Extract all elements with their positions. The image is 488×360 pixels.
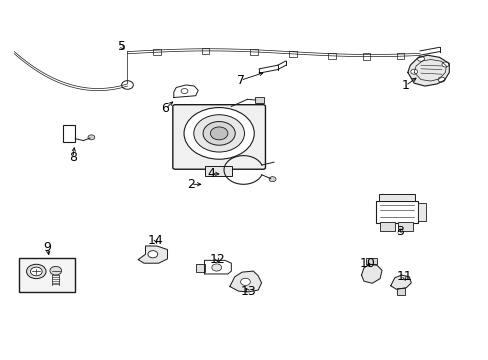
Circle shape xyxy=(193,115,244,152)
Text: 6: 6 xyxy=(161,103,169,116)
Text: 14: 14 xyxy=(147,234,163,247)
Bar xyxy=(205,166,232,176)
Polygon shape xyxy=(390,275,410,289)
Bar xyxy=(201,48,209,54)
Text: 8: 8 xyxy=(69,151,77,164)
Bar xyxy=(417,203,426,221)
Bar xyxy=(254,97,263,103)
Polygon shape xyxy=(138,246,167,263)
Circle shape xyxy=(410,69,417,74)
Circle shape xyxy=(268,177,275,182)
Circle shape xyxy=(122,81,133,89)
Bar xyxy=(362,53,369,60)
Bar xyxy=(328,53,335,59)
Bar xyxy=(153,49,160,55)
Bar xyxy=(63,125,75,142)
Text: 12: 12 xyxy=(209,253,224,266)
Bar xyxy=(375,201,417,223)
FancyBboxPatch shape xyxy=(172,105,265,169)
Circle shape xyxy=(210,127,227,140)
Circle shape xyxy=(441,62,448,67)
Bar xyxy=(250,49,258,55)
Bar xyxy=(396,288,405,295)
Text: 10: 10 xyxy=(359,257,375,270)
Circle shape xyxy=(203,122,235,145)
Polygon shape xyxy=(407,55,448,86)
Bar xyxy=(366,258,376,264)
Text: 1: 1 xyxy=(401,79,408,92)
Bar xyxy=(397,222,412,231)
Bar xyxy=(379,222,394,231)
Circle shape xyxy=(50,266,61,275)
Circle shape xyxy=(211,264,221,271)
Text: 11: 11 xyxy=(396,270,411,283)
Text: 13: 13 xyxy=(240,285,256,298)
Text: 5: 5 xyxy=(118,40,125,53)
Text: 4: 4 xyxy=(207,167,215,180)
Text: 2: 2 xyxy=(186,178,194,191)
Circle shape xyxy=(88,135,95,140)
Polygon shape xyxy=(204,260,231,274)
Bar xyxy=(289,51,297,57)
Circle shape xyxy=(26,264,46,279)
Circle shape xyxy=(437,77,444,82)
Polygon shape xyxy=(173,85,198,98)
Circle shape xyxy=(183,108,254,159)
Text: 7: 7 xyxy=(236,74,244,87)
Text: 3: 3 xyxy=(395,225,403,238)
Circle shape xyxy=(148,251,158,258)
Circle shape xyxy=(181,89,187,94)
Circle shape xyxy=(30,267,42,276)
Polygon shape xyxy=(361,264,381,283)
Bar xyxy=(396,53,404,59)
Polygon shape xyxy=(229,271,261,292)
Bar xyxy=(19,258,75,292)
Bar xyxy=(195,264,205,272)
Circle shape xyxy=(240,278,250,285)
Circle shape xyxy=(417,56,424,61)
Bar xyxy=(378,194,414,201)
Text: 9: 9 xyxy=(43,241,51,254)
